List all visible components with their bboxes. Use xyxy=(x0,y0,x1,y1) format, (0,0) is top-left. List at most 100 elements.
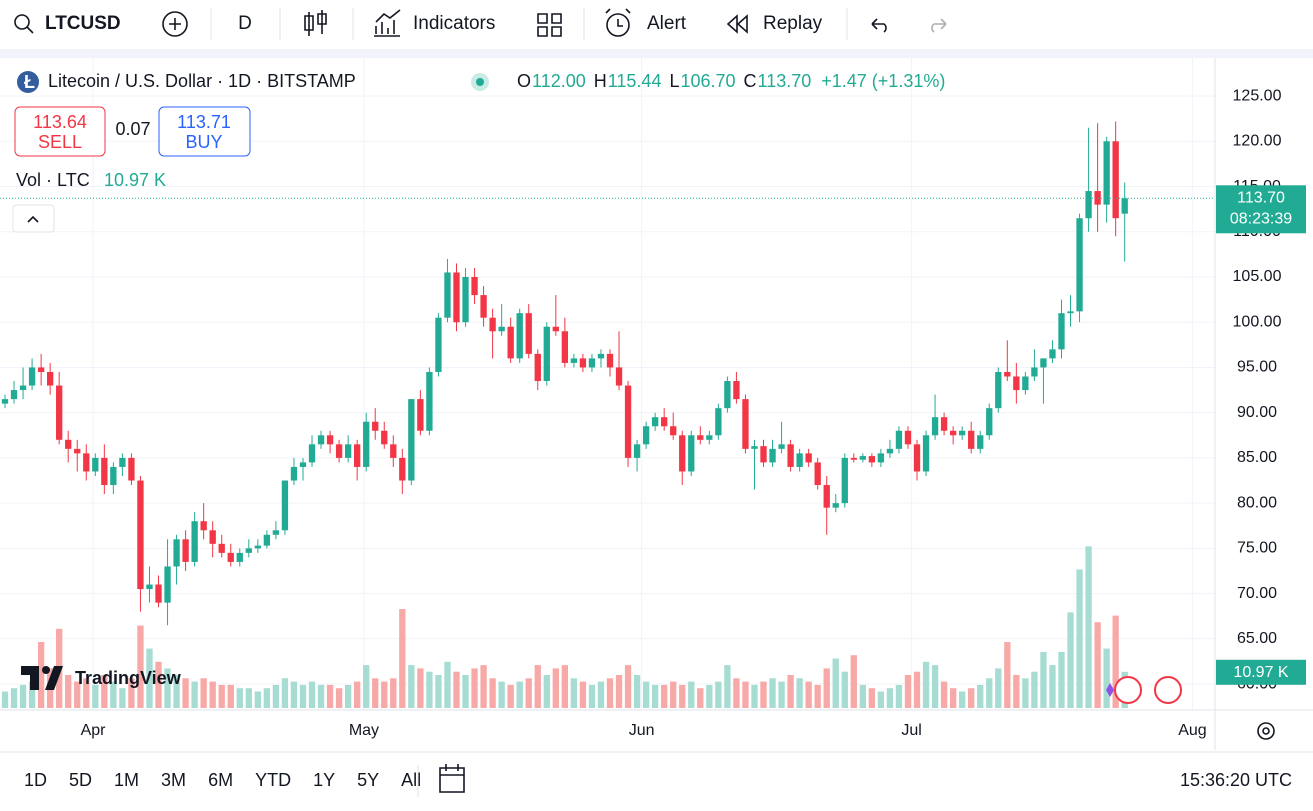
candle-body xyxy=(155,584,162,603)
volume-bar xyxy=(615,675,623,708)
x-tick-label: Jul xyxy=(901,722,921,739)
candle-body xyxy=(832,503,839,508)
candle-body xyxy=(480,295,487,318)
volume-bar xyxy=(823,668,830,708)
volume-bar xyxy=(859,684,866,708)
candle-body xyxy=(489,317,496,332)
candle-body xyxy=(579,358,587,368)
volume-bar xyxy=(995,668,1002,708)
buy-button[interactable] xyxy=(158,106,251,157)
ohlc-value: 112.00 xyxy=(532,71,586,91)
settings-button[interactable] xyxy=(1257,722,1275,740)
volume-bar xyxy=(642,681,650,708)
alert-button[interactable]: Alert xyxy=(647,13,687,34)
candle-body xyxy=(624,385,632,458)
redo-button[interactable] xyxy=(931,18,947,33)
candle-body xyxy=(381,430,388,445)
toolbar: LTCUSD D Indicators Alert Replay xyxy=(14,8,947,40)
candle-body xyxy=(46,371,54,386)
symbol-button[interactable]: LTCUSD xyxy=(45,13,121,34)
add-symbol-button[interactable] xyxy=(162,11,188,37)
volume-bar xyxy=(877,691,885,708)
volume-bar xyxy=(832,658,839,708)
candle-body xyxy=(308,444,316,463)
candle-body xyxy=(128,457,135,481)
range-button[interactable]: 1D xyxy=(24,770,47,790)
replay-button[interactable]: Replay xyxy=(763,13,823,34)
candle-body xyxy=(28,367,36,386)
volume-bar xyxy=(480,665,487,708)
range-button[interactable]: YTD xyxy=(255,770,291,790)
volume-bar xyxy=(922,661,930,708)
event-icon[interactable] xyxy=(1114,676,1142,704)
candle-body xyxy=(272,530,280,535)
y-tick-label: 90.00 xyxy=(1237,404,1277,421)
range-button[interactable]: 6M xyxy=(208,770,233,790)
y-tick-label: 70.00 xyxy=(1237,585,1277,602)
volume-bar xyxy=(561,665,569,708)
last-price: 113.70 xyxy=(1237,190,1285,207)
y-tick-label: 95.00 xyxy=(1237,359,1277,376)
interval-button[interactable]: D xyxy=(238,13,252,34)
watermark: TradingView xyxy=(21,666,182,690)
range-button[interactable]: 1Y xyxy=(313,770,335,790)
candle-body xyxy=(498,326,505,332)
candle-body xyxy=(615,367,623,386)
candle-body xyxy=(724,381,731,409)
volume-bar xyxy=(272,684,280,708)
indicators-button[interactable]: Indicators xyxy=(413,13,495,34)
volume-bar xyxy=(471,668,478,708)
volume-bar xyxy=(254,691,261,708)
volume-bar xyxy=(769,678,776,708)
search-icon xyxy=(14,14,30,30)
chart-type-button[interactable] xyxy=(304,10,327,36)
volume-bar xyxy=(742,681,749,708)
chevron-icon xyxy=(27,215,39,223)
range-button[interactable]: All xyxy=(401,770,421,790)
candle-body xyxy=(995,371,1002,409)
last-volume: 10.97 K xyxy=(1233,664,1288,681)
candle-body xyxy=(977,435,984,449)
volume-bar xyxy=(1049,665,1056,708)
volume-bar xyxy=(733,678,740,708)
volume-bar xyxy=(372,678,379,708)
volume-bar xyxy=(74,681,81,708)
candle-body xyxy=(1031,367,1038,377)
volume-bar xyxy=(498,681,505,708)
candle-body xyxy=(335,444,343,458)
range-button[interactable]: 5D xyxy=(69,770,92,790)
volume-bar xyxy=(453,671,460,708)
range-button[interactable]: 5Y xyxy=(357,770,379,790)
volume-bar xyxy=(354,681,361,708)
volume-bar xyxy=(1,691,9,708)
volume-bar xyxy=(895,684,903,708)
date-range-button[interactable] xyxy=(439,764,465,793)
event-icon[interactable] xyxy=(1154,676,1182,704)
symbol-logo xyxy=(17,71,39,93)
candle-body xyxy=(697,435,704,440)
volume-bar xyxy=(904,675,912,708)
x-tick-label: Apr xyxy=(81,722,107,739)
replay-icon xyxy=(726,14,748,34)
ohlc-key: O xyxy=(517,71,531,91)
legend: Ł Litecoin / U.S. Dollar · 1D · BITSTAMP… xyxy=(12,71,945,233)
volume-bar xyxy=(1013,675,1020,708)
candle-body xyxy=(462,276,469,323)
volume-bar xyxy=(435,675,442,708)
volume-bar xyxy=(624,665,632,708)
range-button[interactable]: 3M xyxy=(161,770,186,790)
sell-button[interactable] xyxy=(14,106,106,157)
volume-bar xyxy=(146,648,153,708)
layouts-button[interactable] xyxy=(537,13,562,37)
candle-body xyxy=(254,545,261,549)
candle-body xyxy=(597,353,605,359)
logo-letter: Ł xyxy=(24,72,35,92)
undo-button[interactable] xyxy=(871,18,887,33)
volume-bar xyxy=(1112,615,1119,708)
candle-body xyxy=(525,313,532,354)
candle-body xyxy=(787,444,794,467)
range-button[interactable]: 1M xyxy=(114,770,139,790)
y-tick-label: 75.00 xyxy=(1237,540,1277,557)
y-tick-label: 100.00 xyxy=(1233,313,1282,330)
range-buttons: 1D 5D 1M 3M 6M YTD 1Y 5Y All xyxy=(24,770,421,790)
